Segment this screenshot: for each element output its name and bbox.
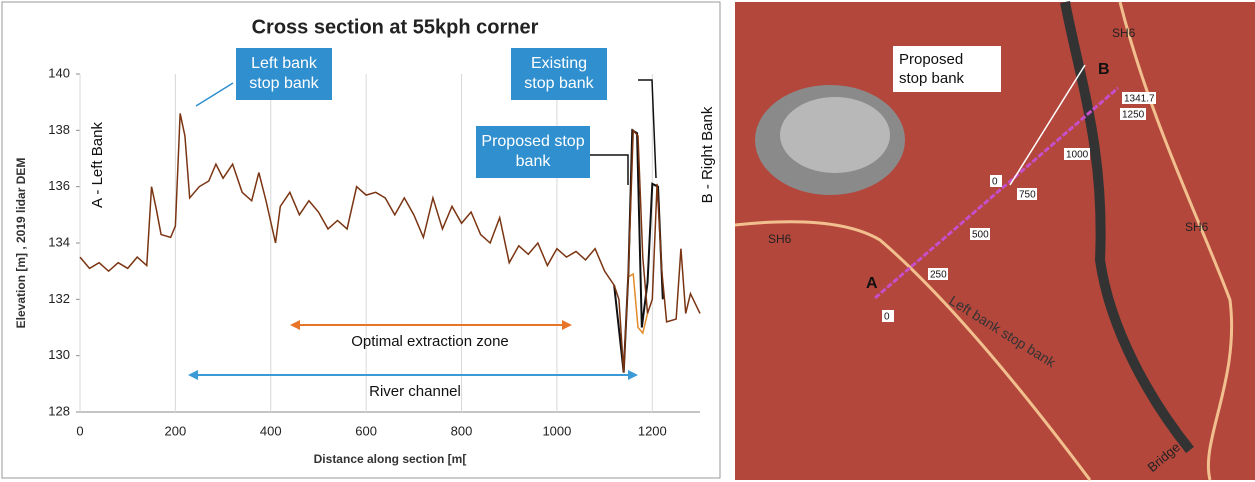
y-axis-label: Elevation [m] , 2019 lidar DEM [14,158,28,329]
x-axis-label: Distance along section [m[ [314,452,467,466]
chainage: 0 [884,312,890,323]
zone-label: Optimal extraction zone [351,333,509,350]
x-tick-label: 1200 [638,423,667,438]
x-tick-label: 600 [355,423,377,438]
y-tick-label: 128 [48,403,70,418]
chart-title: Cross section at 55kph corner [252,16,539,38]
callout: Left bank stop bank [236,48,332,100]
map-point: B [1098,61,1110,78]
y-tick-label: 132 [48,291,70,306]
y-tick-label: 130 [48,347,70,362]
chainage: 1250 [1122,110,1145,121]
callout: Existing stop bank [511,48,607,100]
road-label: SH6 [1185,220,1209,234]
x-tick-label: 400 [260,423,282,438]
chart: 140 138 136 134 132 130 128 1200 1000 800 600 400 20… [0,0,1255,482]
chainage: 500 [972,230,989,241]
y-tick-label: 138 [48,122,70,137]
road-label: SH6 [768,232,792,246]
channel-label: River channel [369,383,461,400]
x-tick-label: 1000 [542,423,571,438]
map-callout: Proposed stop bank [893,46,1001,92]
y-tick-label: 140 [48,65,70,80]
side-label: A - Left Bank [89,122,106,208]
map-point: A [866,275,878,292]
side-label: B - Right Bank [699,106,716,203]
callout: Proposed stop bank [476,126,590,178]
chainage: 1341.7 [1124,94,1155,105]
x-tick-label: 200 [165,423,187,438]
y-tick-label: 134 [48,234,70,249]
hill [780,97,890,173]
road-label: SH6 [1112,26,1136,40]
page: 140 138 136 134 132 130 128 1200 1000 800 600 400 20… [0,0,1255,482]
y-tick-label: 136 [48,178,70,193]
chainage: 1000 [1066,150,1089,161]
x-tick-label: 800 [451,423,473,438]
chainage: 750 [1019,190,1036,201]
chainage: 250 [930,270,947,281]
chainage: 0 [992,177,998,188]
x-tick-label: 0 [76,423,83,438]
chart-frame [2,2,720,478]
